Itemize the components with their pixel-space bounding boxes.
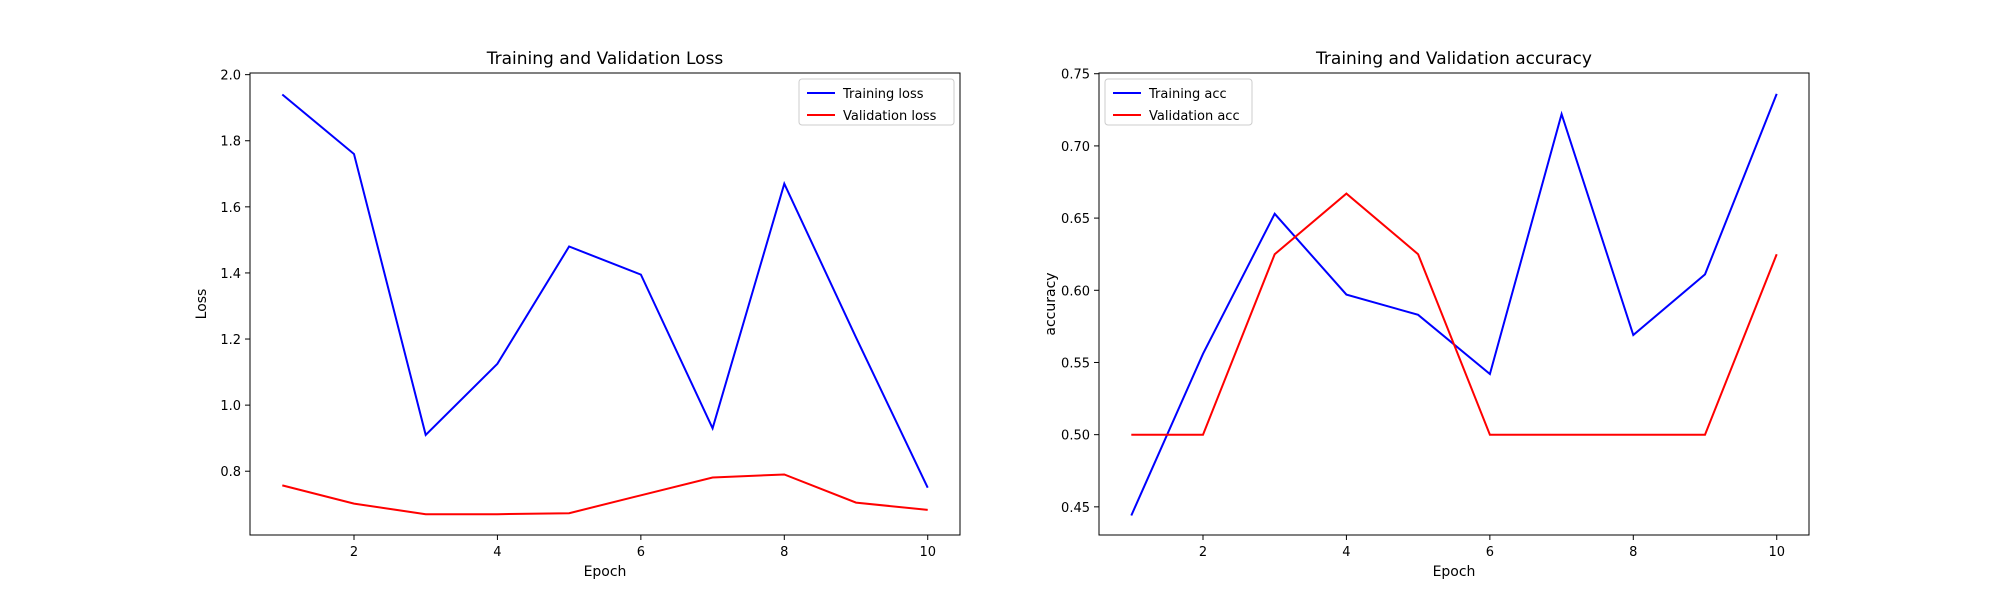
series-line-training <box>281 93 929 489</box>
x-tick-label: 2 <box>1199 545 1207 560</box>
x-tick-label: 6 <box>637 545 645 560</box>
legend-box <box>1104 78 1253 126</box>
x-axis-label: Epoch <box>584 564 627 580</box>
accuracy-chart: Training and Validation accuracy 2 4 6 8 10 0.… <box>1043 49 1810 580</box>
legend-label: Training loss <box>842 87 924 102</box>
y-tick-label: 0.55 <box>1061 356 1090 371</box>
y-tick-label: 1.6 <box>220 201 241 216</box>
legend-box <box>798 78 955 126</box>
x-tick-label: 8 <box>1629 545 1637 560</box>
legend: Training loss Validation loss <box>798 78 955 126</box>
x-tick-label: 8 <box>780 545 788 560</box>
chart-title: Training and Validation accuracy <box>1315 49 1592 69</box>
loss-chart: Training and Validation Loss 2 4 6 8 10 0.8 1.0… <box>194 49 961 580</box>
y-tick-label: 0.8 <box>220 465 241 480</box>
y-tick-label: 1.4 <box>220 267 241 282</box>
x-tick-label: 4 <box>1342 545 1350 560</box>
x-tick-label: 6 <box>1486 545 1494 560</box>
y-tick-label: 0.45 <box>1061 501 1090 516</box>
y-tick-label: 0.65 <box>1061 212 1090 227</box>
x-axis-label: Epoch <box>1433 564 1476 580</box>
x-tick-label: 4 <box>493 545 501 560</box>
x-tick-label: 10 <box>1768 545 1785 560</box>
x-tick-label: 10 <box>919 545 936 560</box>
legend-label: Validation acc <box>1149 109 1240 124</box>
chart-title: Training and Validation Loss <box>486 49 724 69</box>
plot-frame <box>1098 72 1810 536</box>
y-tick-label: 0.50 <box>1061 429 1090 444</box>
series-line-validation <box>282 473 928 516</box>
y-tick-label: 1.0 <box>220 399 241 414</box>
plot-frame <box>249 72 961 536</box>
legend-label: Training acc <box>1148 87 1227 102</box>
y-tick-label: 2.0 <box>220 69 241 84</box>
legend: Training acc Validation acc <box>1104 78 1253 126</box>
y-tick-label: 0.60 <box>1061 284 1090 299</box>
y-tick-label: 0.75 <box>1061 68 1090 83</box>
legend-label: Validation loss <box>843 109 937 124</box>
y-tick-label: 1.8 <box>220 135 241 150</box>
y-axis-label: accuracy <box>1043 272 1059 335</box>
series-line-validation <box>1131 192 1778 436</box>
y-tick-label: 0.70 <box>1061 140 1090 155</box>
y-tick-label: 1.2 <box>220 333 241 348</box>
y-axis-label: Loss <box>194 289 210 320</box>
x-tick-label: 2 <box>350 545 358 560</box>
